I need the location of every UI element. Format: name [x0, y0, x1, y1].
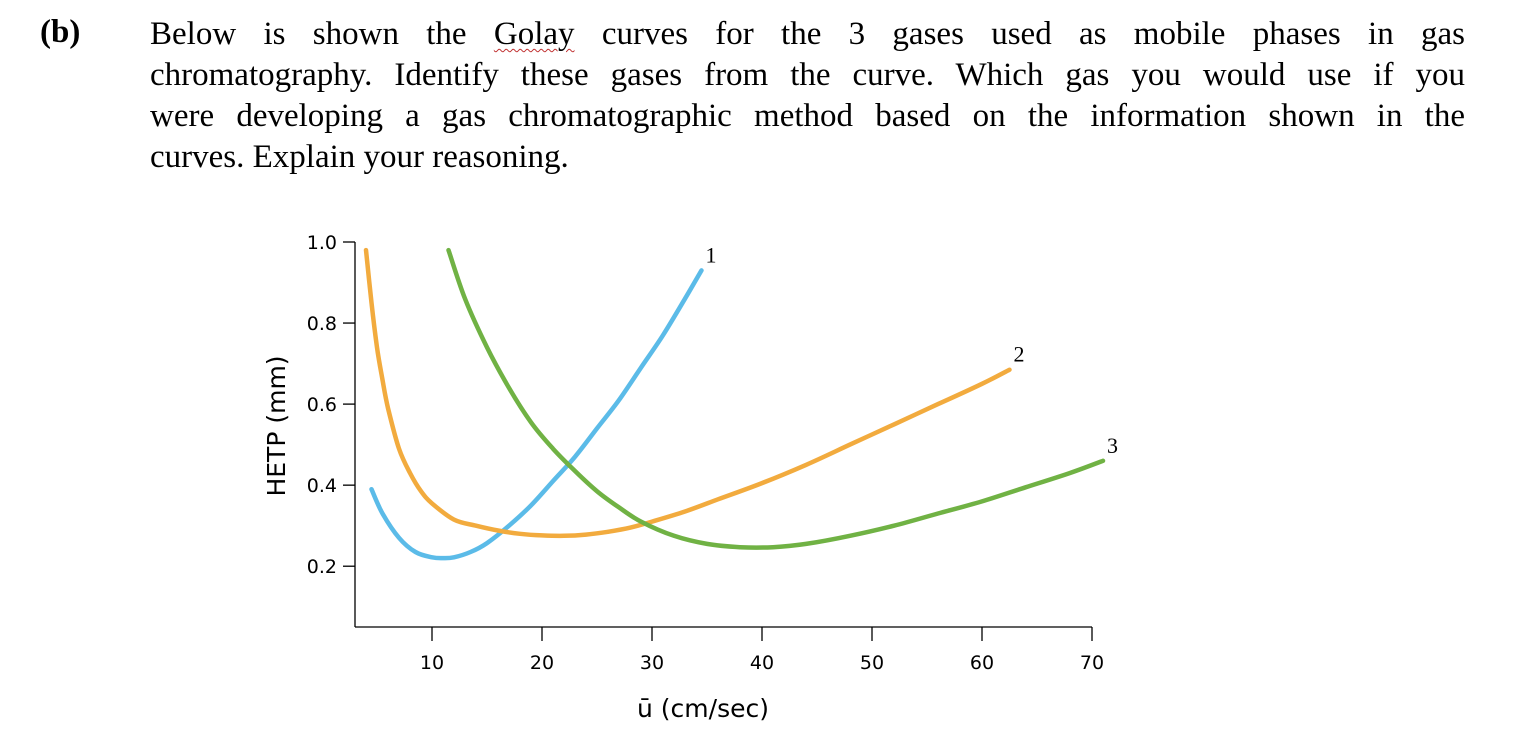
- y-tick-label: 0.8: [307, 313, 337, 335]
- question-number: (b): [40, 14, 81, 50]
- question-block: (b) Below is shown the Golay curves for …: [0, 0, 1522, 200]
- question-line-2: chromatography. Identify these gases fro…: [150, 57, 1465, 93]
- series-line-2: [363, 247, 1012, 539]
- question-line-4: curves. Explain your reasoning.: [150, 139, 569, 175]
- series-line-3: [446, 247, 1106, 550]
- x-tick-label: 50: [860, 652, 884, 674]
- y-tick-label: 1.0: [307, 232, 337, 254]
- series-line-1: [369, 268, 704, 561]
- y-tick-label: 0.4: [307, 475, 337, 497]
- x-axis-title: ū (cm/sec): [637, 694, 769, 723]
- x-tick-label: 60: [970, 652, 994, 674]
- x-tick-label: 10: [420, 652, 444, 674]
- x-tick-label: 20: [530, 652, 554, 674]
- spellcheck-word: Golay: [493, 16, 575, 52]
- y-tick-label: 0.6: [307, 394, 337, 416]
- series-label-2: 2: [1014, 342, 1025, 367]
- series-label-3: 3: [1107, 433, 1118, 458]
- question-line-1: Below is shown the Golay curves for the …: [150, 16, 1465, 52]
- y-tick-label: 0.2: [307, 556, 337, 578]
- chart-axes: 0.2 0.4 0.6 0.8 1.0 10 20 30 40 50 60 70: [307, 232, 1104, 674]
- question-line-3: were developing a gas chromatographic me…: [150, 98, 1465, 134]
- series-label-1: 1: [706, 242, 717, 267]
- chart-series: 1 2 3: [363, 242, 1118, 561]
- question-text: Below is shown the Golay curves for the …: [150, 14, 1465, 178]
- x-tick-label: 70: [1080, 652, 1104, 674]
- x-tick-label: 40: [750, 652, 774, 674]
- x-tick-label: 30: [640, 652, 664, 674]
- y-axis-title: HETP (mm): [262, 355, 291, 496]
